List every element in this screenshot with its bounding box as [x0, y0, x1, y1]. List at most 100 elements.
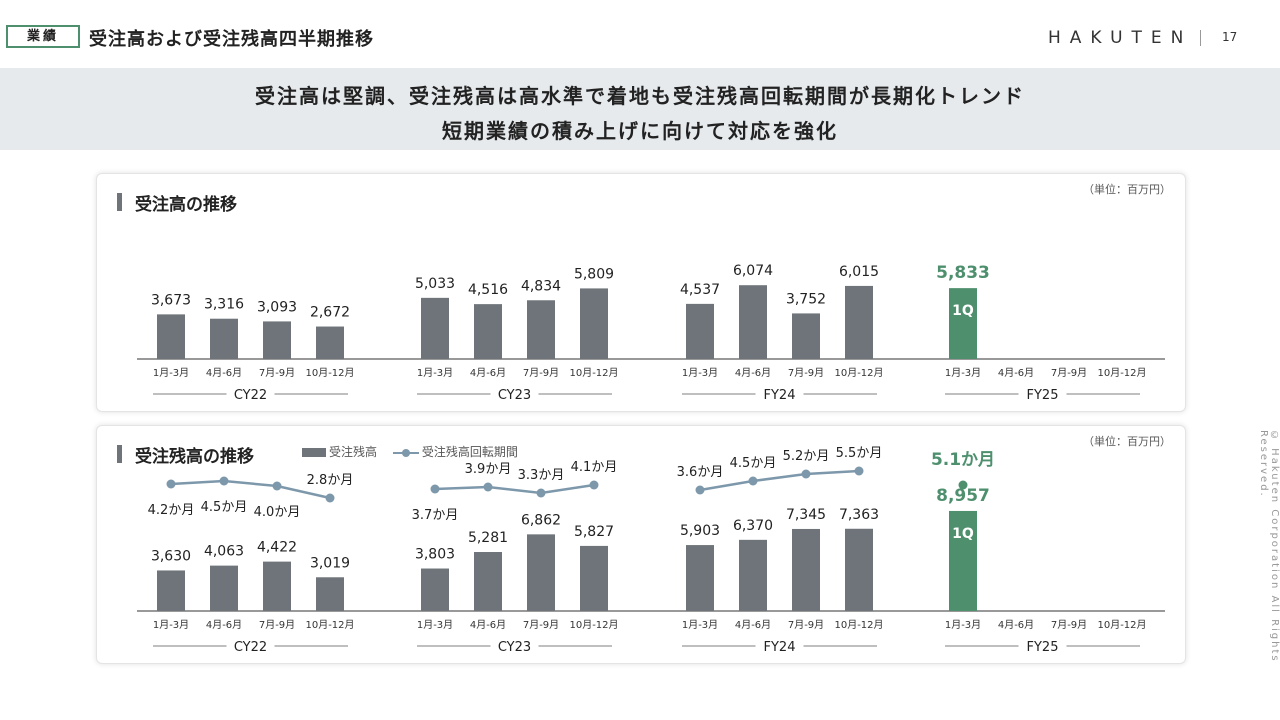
header: 業績 受注高および受注残高四半期推移 HAKUTEN 17	[0, 0, 1280, 68]
turnover-label: 3.6か月	[677, 465, 724, 480]
bar	[316, 577, 344, 611]
turnover-label: 4.1か月	[571, 460, 618, 475]
turnover-label: 3.7か月	[412, 508, 459, 523]
x-tick-label: 10月-12月	[569, 619, 618, 631]
turnover-point	[801, 469, 811, 479]
highlight-bar	[949, 510, 977, 611]
x-tick-label: 7月-9月	[523, 367, 559, 379]
turnover-line	[699, 469, 860, 492]
x-tick-label: 10月-12月	[305, 367, 354, 379]
bar-value-label: 4,063	[204, 544, 244, 560]
bar-value-label: 2,672	[310, 305, 350, 321]
headline-line-1: 受注高は堅調、受注残高は高水準で着地も受注残高回転期間が長期化トレンド	[255, 84, 1025, 108]
bar	[263, 321, 291, 359]
bar	[263, 561, 291, 611]
x-tick-label: 4月-6月	[735, 367, 771, 379]
bar-value-label: 3,752	[786, 291, 826, 307]
bar	[210, 318, 238, 359]
bar	[792, 528, 820, 611]
x-tick-label: 4月-6月	[206, 367, 242, 379]
legend-item-backlog: 受注残高	[329, 445, 378, 459]
bar-value-label: 3,019	[310, 555, 350, 571]
bar	[580, 288, 608, 359]
x-tick-label: 4月-6月	[470, 367, 506, 379]
bar-value-label: 7,345	[786, 507, 826, 523]
turnover-label: 3.9か月	[465, 462, 512, 477]
bar	[845, 285, 873, 359]
x-tick-label: 4月-6月	[998, 619, 1034, 631]
x-tick-label: 10月-12月	[569, 367, 618, 379]
turnover-label: 5.2か月	[783, 449, 830, 464]
bar	[527, 300, 555, 359]
x-tick-label: 10月-12月	[1097, 619, 1146, 631]
bar	[792, 313, 820, 359]
turnover-point	[483, 482, 493, 492]
bar-value-label: 3,673	[151, 292, 191, 308]
x-tick-label: 1月-3月	[153, 619, 189, 631]
x-tick-label: 1月-3月	[417, 619, 453, 631]
x-tick-label: 1月-3月	[945, 367, 981, 379]
turnover-label: 4.5か月	[730, 456, 777, 471]
turnover-point	[695, 485, 705, 495]
turnover-point	[958, 480, 968, 490]
headline-banner: 受注高は堅調、受注残高は高水準で着地も受注残高回転期間が長期化トレンド 短期業績…	[0, 68, 1280, 150]
x-tick-label: 10月-12月	[305, 619, 354, 631]
backlog-chart: 1月-3月 4月-6月 7月-9月 10月-12月 CY22 3,630 4,063 4,42…	[137, 446, 1165, 655]
x-tick-label: 1月-3月	[153, 367, 189, 379]
bar	[210, 565, 238, 611]
group-label: FY25	[1027, 640, 1059, 655]
bar	[474, 552, 502, 611]
x-tick-label: 4月-6月	[206, 619, 242, 631]
bar-value-label: 6,862	[521, 512, 561, 528]
page-number: 17	[1222, 30, 1238, 44]
header-divider	[1200, 30, 1201, 46]
bar-value-label: 5,809	[574, 266, 614, 282]
turnover-point	[430, 484, 440, 494]
backlog-legend: 受注残高 受注残高回転期間	[302, 443, 518, 460]
highlight-turnover-label: 5.1か月	[931, 450, 995, 470]
group-label: CY23	[498, 640, 531, 655]
highlight-bar	[949, 288, 977, 359]
bar-value-label: 4,516	[468, 282, 508, 298]
legend-bar-swatch	[302, 448, 326, 457]
turnover-line	[434, 483, 595, 495]
bar	[421, 297, 449, 359]
orders-unit-label: （単位：百万円）	[1083, 183, 1171, 196]
bar-value-label: 3,630	[151, 548, 191, 564]
turnover-label: 4.2か月	[148, 503, 195, 518]
orders-panel: 受注高の推移 （単位：百万円） 1月-3月 4月-6月 7月-9月 10月-12月 CY…	[96, 173, 1186, 412]
backlog-unit-label: （単位：百万円）	[1083, 435, 1171, 448]
x-tick-label: 1月-3月	[417, 367, 453, 379]
turnover-label: 2.8か月	[307, 473, 354, 488]
group-label: FY24	[764, 640, 796, 655]
bar-value-label: 6,370	[733, 518, 773, 534]
x-tick-label: 4月-6月	[735, 619, 771, 631]
bar-value-label: 5,281	[468, 530, 508, 546]
bar-value-label: 4,834	[521, 278, 561, 294]
turnover-point	[272, 481, 282, 491]
x-tick-label: 4月-6月	[470, 619, 506, 631]
bar	[845, 528, 873, 611]
bar-value-label: 3,803	[415, 547, 455, 563]
bar	[316, 326, 344, 359]
bar-value-label: 5,903	[680, 523, 720, 539]
x-tick-label: 7月-9月	[259, 619, 295, 631]
bar	[474, 304, 502, 359]
turnover-point	[166, 479, 176, 489]
bar-value-label: 6,015	[839, 264, 879, 280]
orders-chart: 1月-3月 4月-6月 7月-9月 10月-12月 CY22 3,673 3,316 3,09…	[137, 263, 1165, 403]
orders-chart-title: 受注高の推移	[135, 195, 237, 215]
bar	[686, 303, 714, 359]
x-tick-label: 10月-12月	[834, 367, 883, 379]
bar-value-label: 3,316	[204, 297, 244, 313]
section-tag: 業績	[6, 25, 80, 48]
highlight-value-label: 5,833	[936, 263, 990, 283]
group-label: FY25	[1027, 388, 1059, 403]
bar	[157, 570, 185, 611]
bar	[157, 314, 185, 359]
turnover-line	[170, 479, 331, 500]
group-label: FY24	[764, 388, 796, 403]
bar-value-label: 7,363	[839, 507, 879, 523]
x-tick-label: 7月-9月	[1051, 367, 1087, 379]
bar	[421, 568, 449, 611]
